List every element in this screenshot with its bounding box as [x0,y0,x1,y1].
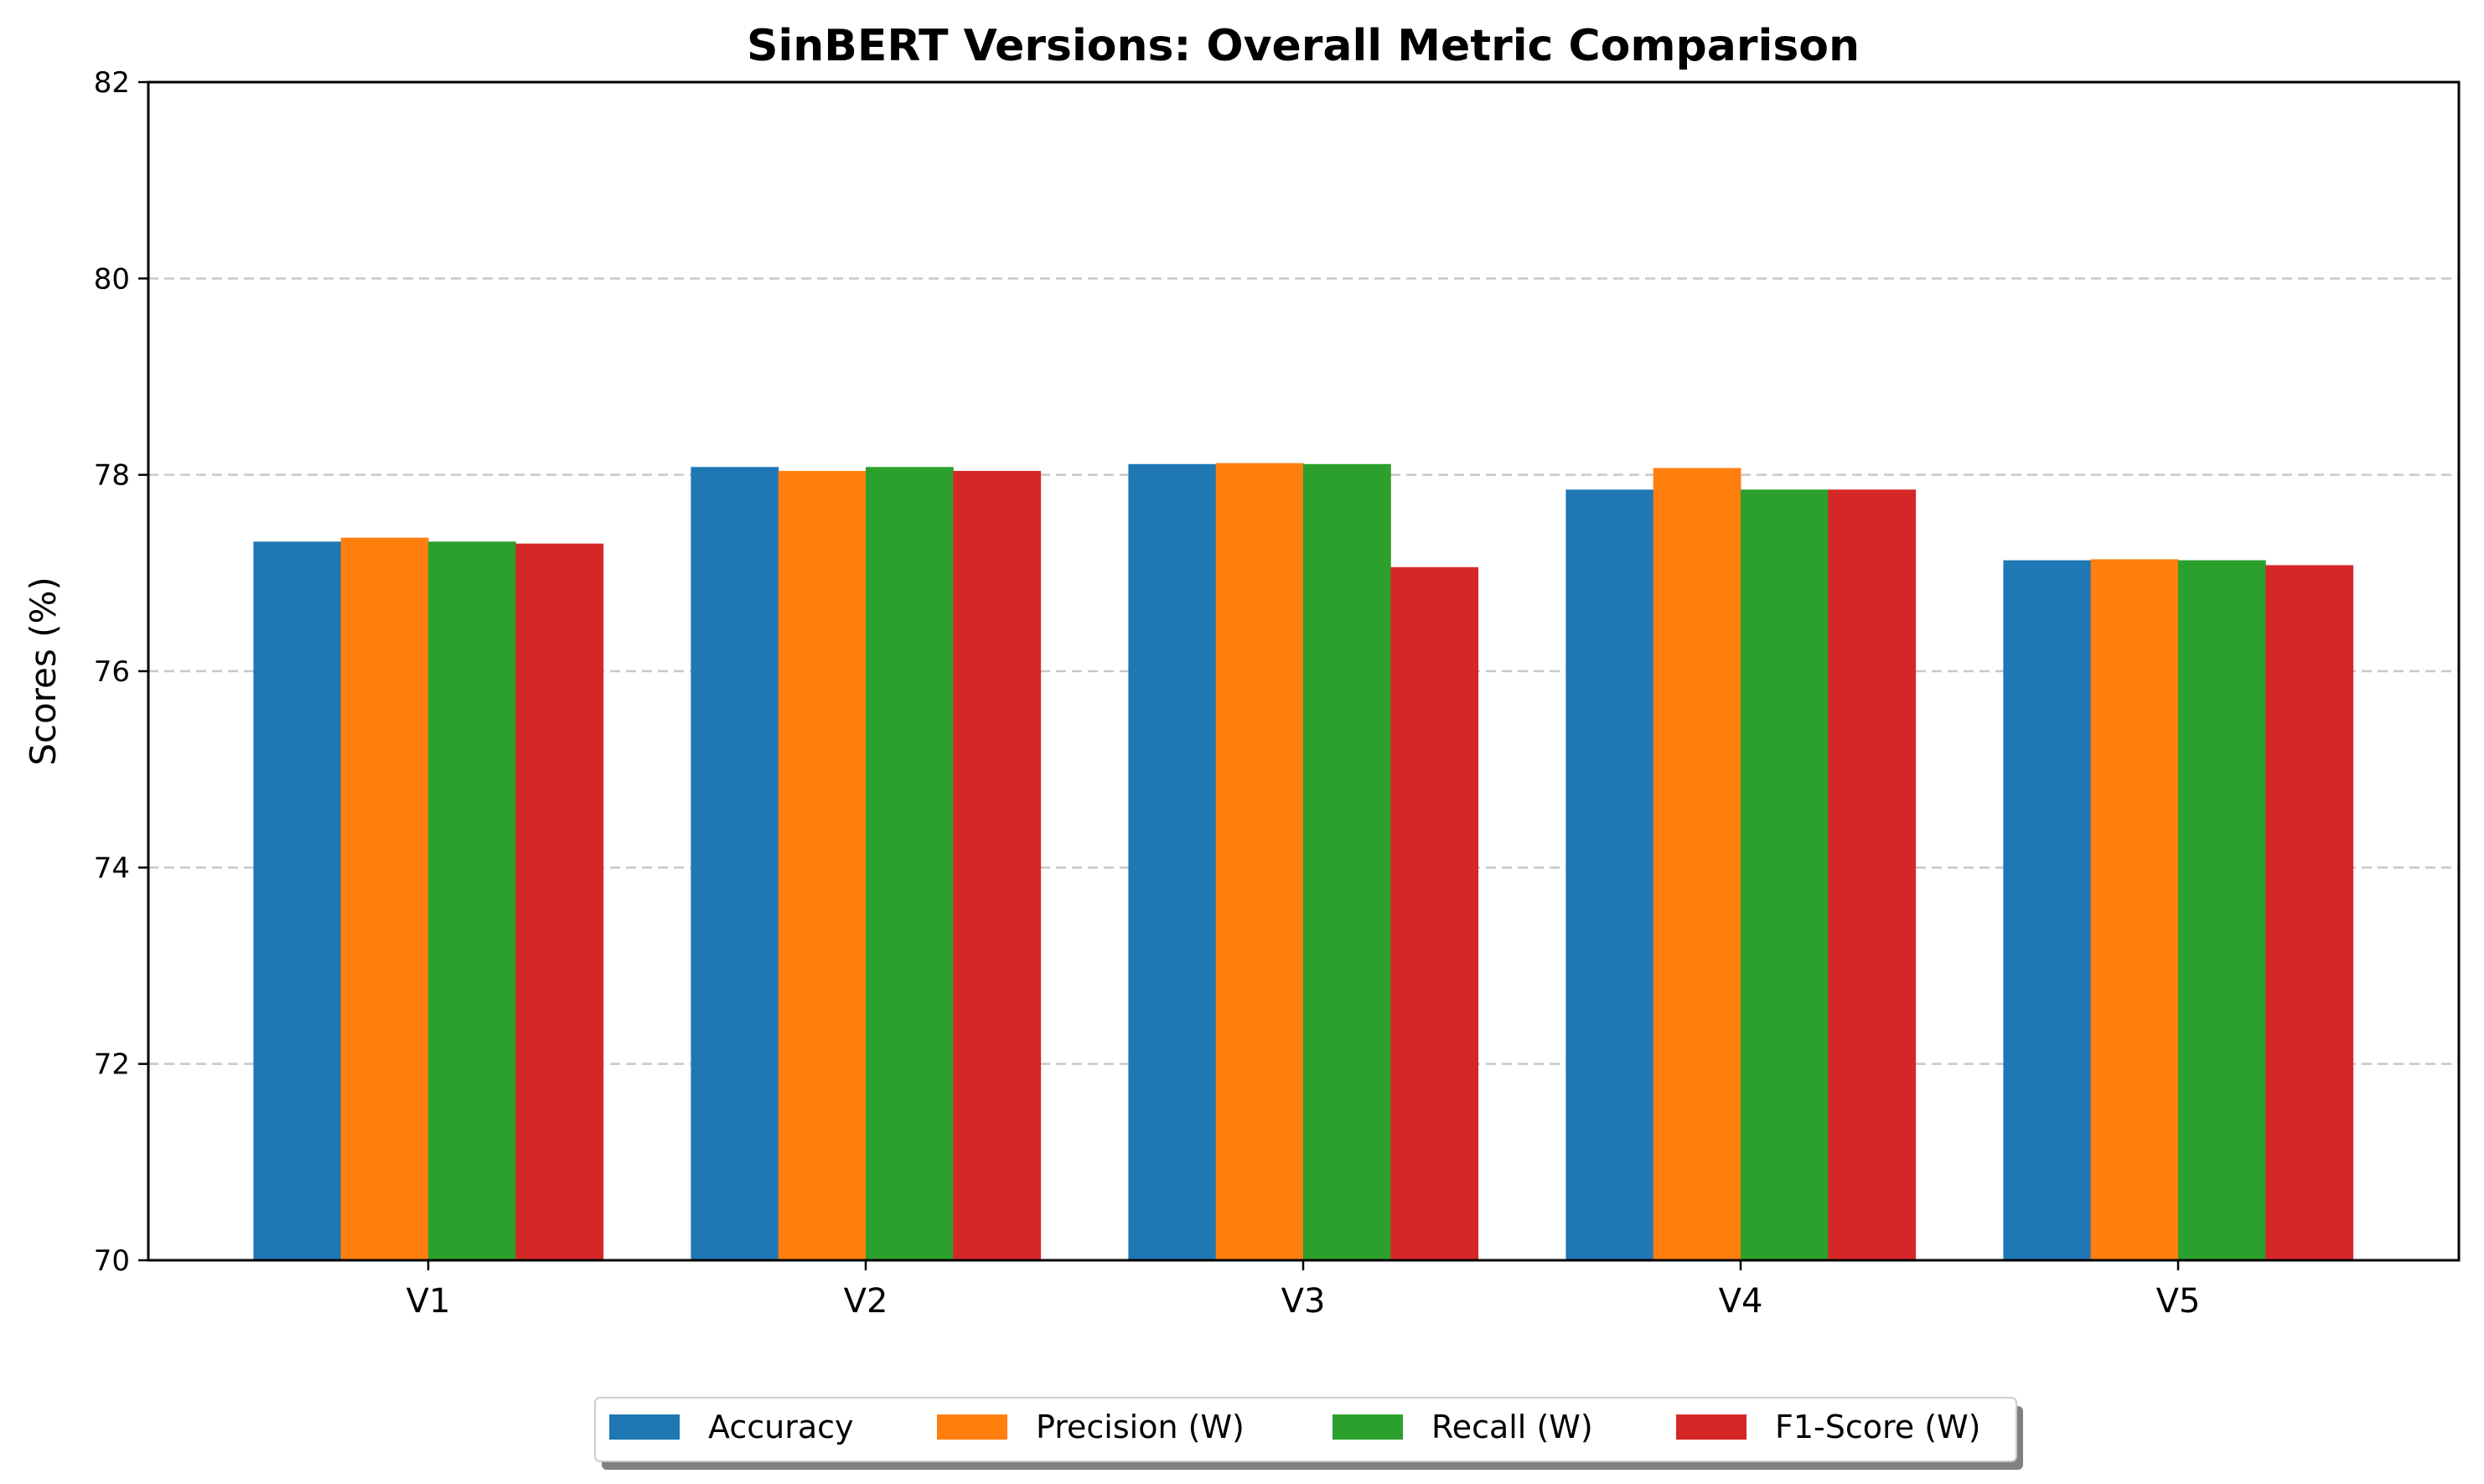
legend-swatch [937,1414,1007,1440]
y-tick-label: 78 [94,459,130,493]
y-axis-ticks: 70 72 74 76 78 80 82 [94,66,148,1278]
bar-recall-w-v4 [1741,489,1829,1260]
x-tick-label: V2 [844,1282,888,1321]
y-tick-label: 74 [94,851,130,885]
x-tick-label: V3 [1281,1282,1326,1321]
x-tick-label: V1 [406,1282,451,1321]
legend-item-accuracy: Accuracy [609,1409,854,1445]
legend-item-precision-w: Precision (W) [937,1409,1245,1445]
bar-f1-score-w-v2 [953,470,1042,1260]
bar-accuracy-v5 [2003,560,2092,1260]
bar-group-v4 [1565,468,1917,1260]
legend-label: Recall (W) [1431,1409,1593,1445]
bar-group-v5 [2003,559,2354,1260]
bar-precision-w-v4 [1653,468,1741,1260]
legend-label: Precision (W) [1036,1409,1245,1445]
legend: Accuracy Precision (W) Recall (W) F1-Score … [594,1397,2023,1470]
legend-swatch [609,1414,680,1440]
y-tick-label: 80 [94,262,130,296]
bar-group-v1 [253,537,604,1260]
bar-f1-score-w-v5 [2265,565,2354,1260]
bar-group-v3 [1128,463,1479,1260]
bar-accuracy-v4 [1565,489,1654,1260]
legend-item-recall-w: Recall (W) [1333,1409,1593,1445]
bar-precision-w-v1 [340,537,429,1260]
x-tick-label: V4 [1719,1282,1763,1321]
legend-swatch [1676,1414,1747,1440]
legend-swatch [1333,1414,1403,1440]
bar-f1-score-w-v1 [515,543,604,1260]
bar-recall-w-v1 [428,541,516,1260]
y-axis-label: Scores (%) [23,577,64,766]
y-tick-label: 72 [94,1048,130,1082]
legend-label: Accuracy [708,1409,854,1445]
bar-precision-w-v5 [2090,559,2179,1260]
bar-recall-w-v2 [866,467,954,1260]
bar-groups [253,463,2354,1260]
bar-group-v2 [691,467,1042,1260]
legend-label: F1-Score (W) [1775,1409,1980,1445]
bar-accuracy-v3 [1128,463,1217,1260]
chart-title: SinBERT Versions: Overall Metric Compari… [747,21,1860,71]
bar-accuracy-v2 [691,467,779,1260]
bar-precision-w-v3 [1215,463,1304,1260]
bar-f1-score-w-v3 [1390,566,1479,1260]
bar-recall-w-v5 [2178,560,2266,1260]
legend-box [594,1397,2017,1462]
y-tick-label: 82 [94,66,130,100]
x-axis-ticks: V1 V2 V3 V4 V5 [406,1260,2201,1321]
bar-precision-w-v2 [778,470,867,1260]
bar-f1-score-w-v4 [1828,489,1917,1260]
bar-recall-w-v3 [1303,463,1391,1260]
x-tick-label: V5 [2156,1282,2201,1321]
bar-accuracy-v1 [253,541,342,1260]
y-tick-label: 76 [94,655,130,689]
y-tick-label: 70 [94,1244,130,1278]
legend-item-f1-score-w: F1-Score (W) [1676,1409,1980,1445]
